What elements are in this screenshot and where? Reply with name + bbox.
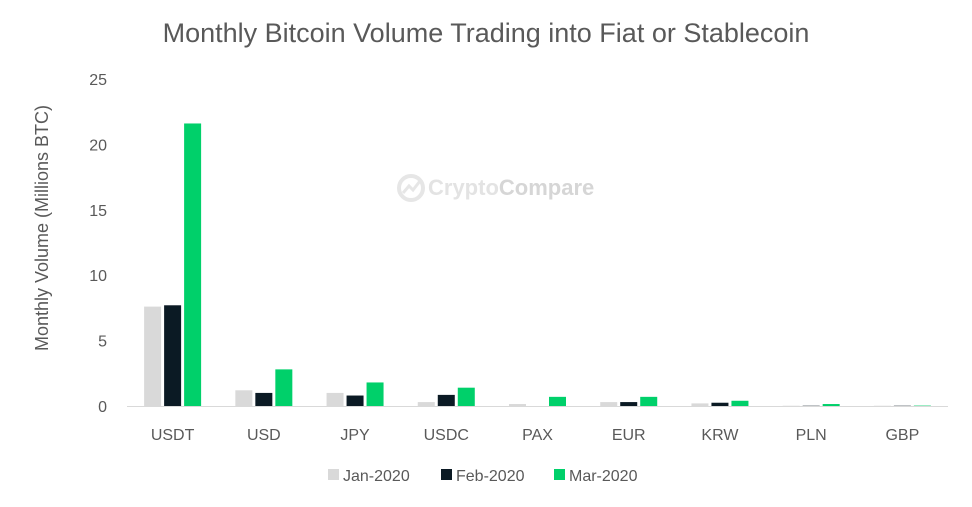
y-axis: 0 5 10 15 20 25 [89,72,107,416]
watermark-text-part1: Crypto [428,175,499,200]
chart-title: Monthly Bitcoin Volume Trading into Fiat… [162,18,810,48]
watermark-text: CryptoCompare [428,175,594,200]
bar-eur-feb-2020 [620,402,638,406]
legend-item: Jan-2020 [328,468,410,485]
bar-group-krw [691,400,749,406]
y-tick-label: 5 [98,334,107,351]
legend-item: Feb-2020 [441,468,525,485]
y-tick-label: 20 [89,137,107,154]
bar-usdt-mar-2020 [184,123,202,407]
bar-eur-jan-2020 [600,402,618,406]
x-tick-label: USDT [151,427,195,444]
x-tick-label: PAX [522,427,553,444]
bar-group-pln [782,404,840,406]
legend-label: Mar-2020 [569,468,638,485]
y-tick-label: 0 [98,399,107,416]
bar-group-eur [600,396,658,406]
bars [144,123,931,407]
legend-swatch [328,469,339,480]
bar-jpy-jan-2020 [326,392,344,406]
bar-group-usdt [144,123,202,407]
bar-group-usdc [417,387,475,406]
bar-pax-jan-2020 [509,404,526,406]
bar-group-pax [509,396,566,406]
legend-swatch [441,469,452,480]
legend-label: Jan-2020 [343,468,410,485]
legend-item: Mar-2020 [554,468,638,485]
bar-krw-mar-2020 [731,400,749,406]
x-tick-label: USDC [424,427,469,444]
x-axis: USDT USD JPY USDC PAX EUR KRW PLN GBP [151,427,919,444]
bar-usdt-jan-2020 [144,306,162,406]
bar-krw-jan-2020 [691,403,709,406]
cryptocompare-logo-icon [397,174,425,202]
bar-group-jpy [326,382,384,406]
bar-usdt-feb-2020 [164,305,182,406]
bar-usdc-jan-2020 [417,402,435,406]
watermark: CryptoCompare [397,174,594,202]
y-tick-label: 25 [89,72,107,89]
bar-usd-jan-2020 [235,390,253,406]
bar-eur-mar-2020 [640,396,658,406]
bar-jpy-mar-2020 [366,382,384,406]
bar-krw-feb-2020 [711,402,729,406]
bar-usd-mar-2020 [275,369,293,406]
bar-pax-mar-2020 [549,396,566,406]
bar-usdc-mar-2020 [457,387,475,406]
bar-pln-mar-2020 [822,404,840,406]
x-tick-label: EUR [612,427,646,444]
y-tick-label: 15 [89,203,107,220]
y-tick-label: 10 [89,268,107,285]
y-axis-title: Monthly Volume (Millions BTC) [32,105,52,351]
legend-swatch [554,469,565,480]
bar-jpy-feb-2020 [346,395,364,406]
x-tick-label: USD [247,427,281,444]
legend-label: Feb-2020 [456,468,525,485]
x-tick-label: GBP [885,427,919,444]
bar-usdc-feb-2020 [437,394,455,406]
legend: Jan-2020 Feb-2020 Mar-2020 [328,468,638,485]
x-tick-label: KRW [701,427,739,444]
bar-group-usd [235,369,293,406]
x-tick-label: JPY [340,427,370,444]
bar-usd-feb-2020 [255,392,273,406]
watermark-text-part2: Compare [499,175,594,200]
x-tick-label: PLN [796,427,827,444]
